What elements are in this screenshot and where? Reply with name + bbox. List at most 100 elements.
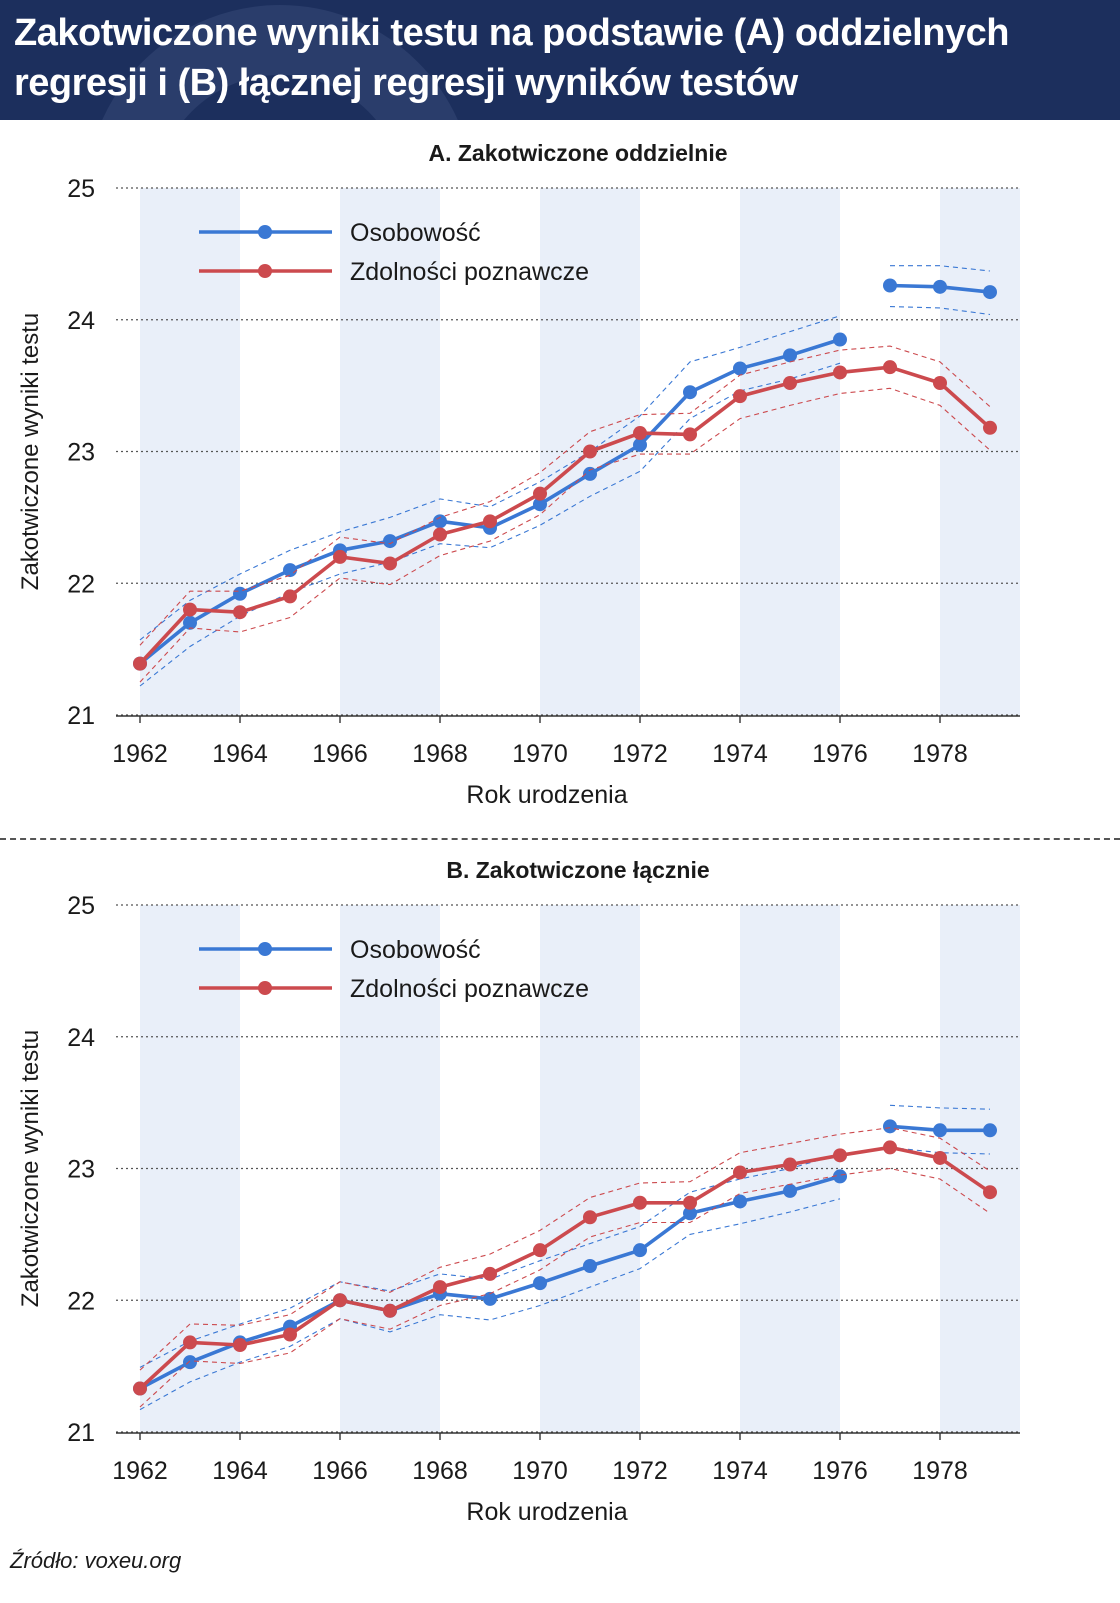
y-tick-label: 24 [67, 1024, 95, 1052]
data-point [433, 514, 447, 529]
data-point [483, 514, 497, 529]
x-tick-label: 1962 [112, 1457, 168, 1485]
data-point [783, 375, 797, 390]
data-point [733, 1165, 747, 1180]
data-point [733, 389, 747, 404]
x-tick-label: 1976 [812, 740, 868, 768]
data-point [583, 1210, 597, 1225]
legend-label: Osobowość [350, 219, 481, 247]
data-point [283, 589, 297, 604]
header-banner: Zakotwiczone wyniki testu na podstawie (… [0, 0, 1120, 120]
data-point [183, 602, 197, 617]
data-point [533, 486, 547, 501]
data-point [983, 1123, 997, 1138]
y-tick-label: 24 [67, 307, 95, 335]
data-point [633, 1195, 647, 1210]
data-point [483, 1266, 497, 1281]
data-point [983, 420, 997, 435]
data-point [733, 361, 747, 376]
series-line [138, 365, 992, 665]
data-point [533, 1276, 547, 1291]
data-point [183, 1355, 197, 1370]
x-tick-label: 1976 [812, 1457, 868, 1485]
ci-upper-line [889, 1104, 991, 1110]
data-point [533, 1243, 547, 1258]
series-line [138, 1145, 992, 1390]
data-point [583, 444, 597, 459]
y-tick-label: 25 [67, 892, 95, 920]
ci-upper-line [139, 1153, 841, 1368]
data-point [883, 1140, 897, 1155]
x-tick-label: 1968 [412, 1457, 468, 1485]
data-point [683, 1206, 697, 1221]
background-band [740, 188, 840, 715]
x-tick-label: 1972 [612, 1457, 668, 1485]
data-point [683, 427, 697, 442]
ci-lower-line [139, 1167, 991, 1408]
data-point [883, 278, 897, 293]
legend-marker [258, 225, 272, 239]
data-point [983, 1185, 997, 1200]
x-tick-label: 1970 [512, 1457, 568, 1485]
series-1 [133, 345, 997, 683]
data-point [583, 1258, 597, 1273]
ci-upper-line [139, 345, 991, 646]
data-point [283, 563, 297, 578]
data-point [983, 285, 997, 300]
ci-lower-line [139, 1198, 841, 1411]
y-tick-label: 21 [67, 1419, 95, 1447]
data-point [783, 1183, 797, 1198]
background-bands [140, 188, 1020, 715]
chart-title: A. Zakotwiczone oddzielnie [428, 140, 727, 166]
data-point [783, 348, 797, 363]
y-tick-label: 25 [67, 175, 95, 203]
series-line [139, 1174, 841, 1391]
data-point [833, 1148, 847, 1163]
data-point [583, 466, 597, 481]
data-point [783, 1157, 797, 1172]
data-point [283, 1327, 297, 1342]
data-point [383, 1303, 397, 1318]
data-point [183, 615, 197, 630]
data-point [483, 1291, 497, 1306]
data-point [233, 1338, 247, 1353]
data-point [333, 1293, 347, 1308]
background-band [140, 188, 240, 715]
ci-lower-line [139, 387, 991, 683]
ci-upper-line [139, 1127, 991, 1371]
x-tick-label: 1964 [212, 1457, 268, 1485]
data-point [683, 1195, 697, 1210]
x-tick-label: 1972 [612, 740, 668, 768]
data-point [833, 365, 847, 380]
x-tick-label: 1974 [712, 740, 768, 768]
x-tick-label: 1978 [912, 1457, 968, 1485]
data-point [633, 437, 647, 452]
data-point [633, 426, 647, 441]
data-point [383, 556, 397, 571]
data-point [833, 332, 847, 347]
data-point [883, 1119, 897, 1134]
y-tick-label: 22 [67, 1287, 95, 1315]
y-tick-label: 23 [67, 1156, 95, 1184]
panel-separator [0, 838, 1120, 840]
legend-label: Zdolności poznawcze [350, 975, 589, 1003]
x-tick-label: 1964 [212, 740, 268, 768]
y-tick-label: 23 [67, 439, 95, 467]
page-title-line-1: Zakotwiczone wyniki testu na podstawie (… [14, 12, 1009, 54]
y-axis-label: Zakotwiczone wyniki testu [17, 313, 44, 590]
legend-label: Osobowość [350, 936, 481, 964]
data-point [933, 1150, 947, 1165]
chart-panel-a: A. Zakotwiczone oddzielnie 21 22 23 24 25 1962… [17, 140, 1020, 809]
data-point [933, 279, 947, 294]
y-axis-label: Zakotwiczone wyniki testu [17, 1030, 44, 1307]
ci-lower-line [889, 306, 991, 316]
data-point [233, 586, 247, 601]
data-point [133, 656, 147, 671]
data-point [933, 375, 947, 390]
chart-title: B. Zakotwiczone łącznie [446, 857, 709, 883]
y-tick-label: 21 [67, 702, 95, 730]
x-axis-label: Rok urodzenia [466, 1498, 627, 1526]
data-point [633, 1243, 647, 1258]
x-axis-label: Rok urodzenia [466, 781, 627, 809]
legend-marker [258, 942, 272, 956]
